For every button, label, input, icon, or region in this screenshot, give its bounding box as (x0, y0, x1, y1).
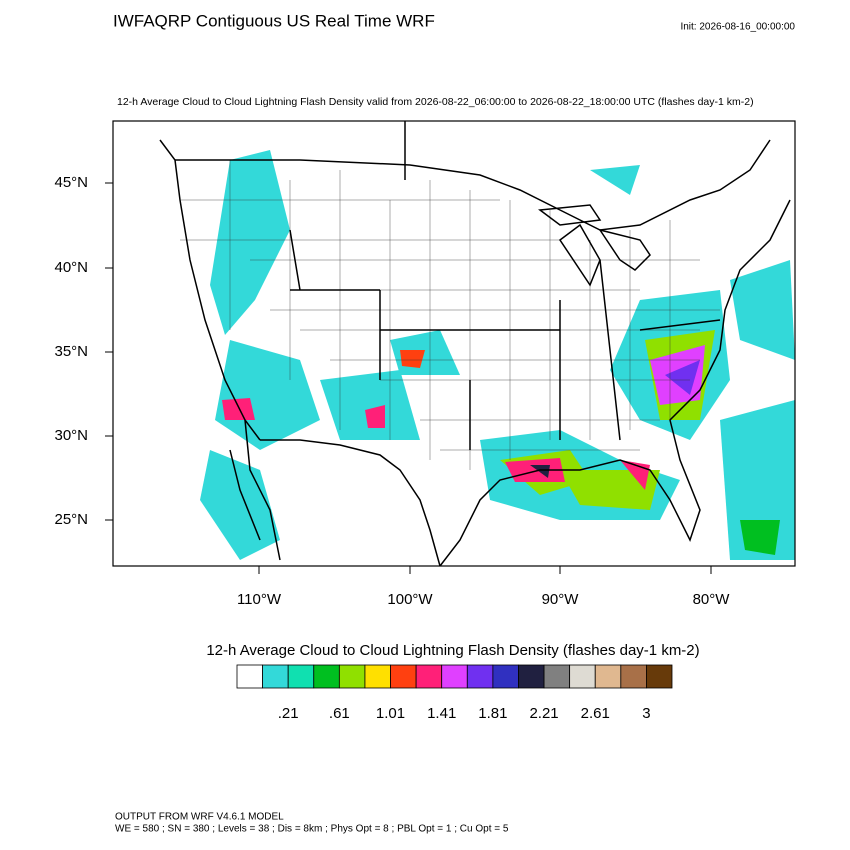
colorbar-box (492, 664, 519, 689)
lat-label: 40°N (54, 259, 88, 276)
colorbar-box (262, 664, 289, 689)
colorbar-label: .21 (278, 705, 299, 722)
colorbar-box (569, 664, 596, 689)
lon-labels: 110°W 100°W 90°W 80°W (237, 566, 730, 608)
colorbar-box (364, 664, 391, 689)
colorbar-box (338, 664, 366, 689)
footer-line: WE = 580 ; SN = 380 ; Levels = 38 ; Dis … (115, 824, 509, 835)
colorbar-label: 1.81 (478, 705, 507, 722)
colorbar-label: 3 (642, 705, 650, 722)
colorbar-box (466, 664, 494, 689)
colorbar-box (287, 664, 315, 689)
lat-label: 25°N (54, 511, 88, 528)
flash-density-fill (200, 150, 795, 560)
colorbar-label: 1.41 (427, 705, 456, 722)
lat-label: 30°N (54, 427, 88, 444)
colorbar-box (518, 664, 545, 689)
footer-line: OUTPUT FROM WRF V4.6.1 MODEL (115, 812, 284, 823)
colorbar-label: .61 (329, 705, 350, 722)
colorbar-box (620, 664, 647, 689)
colorbar-box (543, 664, 571, 689)
colorbar-box (390, 664, 417, 689)
lat-label: 35°N (54, 343, 88, 360)
lon-label: 110°W (237, 591, 282, 608)
colorbar-box (415, 664, 443, 689)
colorbar-label: 2.21 (529, 705, 558, 722)
colorbar: .21 .61 1.01 1.41 1.81 2.21 2.61 3 (236, 664, 673, 722)
lon-label: 90°W (542, 591, 580, 608)
title: IWFAQRP Contiguous US Real Time WRF (113, 11, 435, 30)
colorbar-box (236, 664, 263, 689)
lat-labels: 45°N 40°N 35°N 30°N 25°N (54, 174, 113, 528)
map-subtitle: 12-h Average Cloud to Cloud Lightning Fl… (117, 96, 754, 108)
colorbar-title: 12-h Average Cloud to Cloud Lightning Fl… (206, 642, 699, 659)
lat-label: 45°N (54, 174, 88, 191)
lon-label: 100°W (387, 591, 433, 608)
colorbar-box (594, 664, 622, 689)
init-time: Init: 2026-08-16_00:00:00 (680, 22, 795, 33)
colorbar-label: 1.01 (376, 705, 405, 722)
lon-label: 80°W (693, 591, 731, 608)
colorbar-box (646, 664, 673, 689)
colorbar-box (441, 664, 468, 689)
colorbar-label: 2.61 (581, 705, 610, 722)
colorbar-box (313, 664, 340, 689)
map (112, 120, 796, 567)
borders (159, 121, 791, 567)
